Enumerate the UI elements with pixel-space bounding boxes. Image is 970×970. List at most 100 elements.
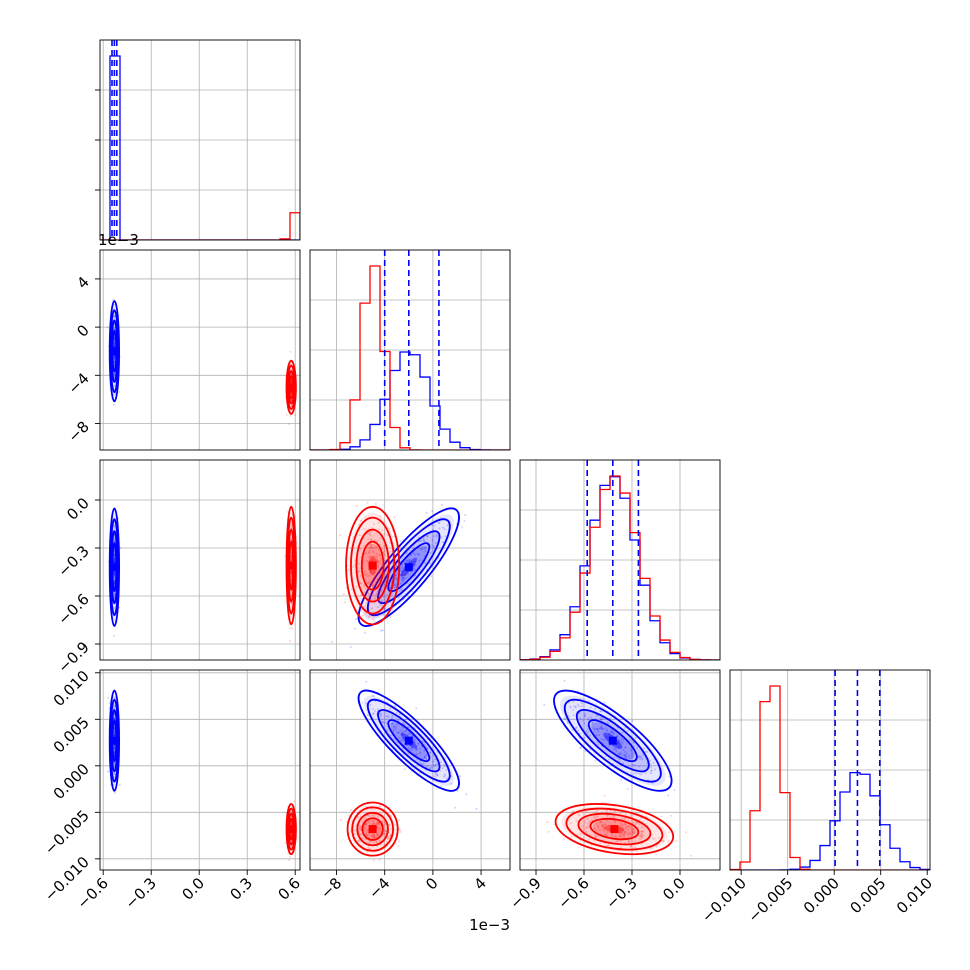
contour-line — [345, 505, 401, 626]
scatter-point — [434, 763, 437, 766]
scatter-point — [577, 813, 580, 816]
scatter-point — [369, 840, 372, 843]
scatter-point — [625, 755, 628, 758]
scatter-point — [377, 564, 380, 567]
scatter-point — [397, 731, 400, 734]
scatter-point — [364, 823, 367, 826]
scatter-point — [389, 814, 392, 817]
scatter-point — [604, 847, 607, 850]
scatter-point — [372, 577, 375, 580]
scatter-point — [441, 541, 444, 544]
scatter-point — [639, 755, 642, 758]
scatter-point — [592, 816, 595, 819]
scatter-point — [406, 571, 409, 574]
scatter-point — [608, 732, 611, 735]
scatter-point — [408, 748, 411, 751]
scatter-point — [612, 756, 615, 759]
scatter-point — [597, 743, 600, 746]
scatter-point — [422, 740, 425, 743]
scatter-point — [378, 828, 381, 831]
scatter-point — [578, 814, 581, 817]
scatter-point — [603, 801, 606, 804]
scatter-point — [290, 391, 293, 394]
x-tick-label: −0.010 — [698, 874, 750, 926]
scatter-point — [373, 620, 376, 623]
scatter-point — [377, 521, 380, 524]
contour-line — [387, 719, 431, 763]
scatter-point — [113, 579, 116, 582]
scatter-point — [436, 774, 439, 777]
scatter-point — [289, 522, 292, 525]
scatter-point — [353, 627, 356, 630]
scatter-point — [603, 701, 606, 704]
scatter-point — [372, 551, 375, 554]
scatter-point — [290, 572, 293, 575]
scatter-point — [603, 738, 606, 741]
contour-line — [577, 812, 652, 846]
scatter-point — [430, 766, 433, 769]
scatter-point — [382, 720, 385, 723]
scatter-point — [112, 403, 115, 406]
scatter-point — [113, 735, 116, 738]
scatter-point — [631, 827, 634, 830]
scatter-point — [401, 570, 404, 572]
scatter-point — [289, 414, 292, 417]
scatter-point — [373, 836, 376, 838]
scatter-point — [546, 821, 549, 824]
scatter-point — [622, 826, 625, 829]
scatter-point — [417, 553, 419, 556]
scatter-point — [635, 772, 638, 775]
scatter-point — [617, 753, 620, 755]
scatter-point — [407, 726, 410, 729]
scatter-point — [613, 816, 616, 819]
scatter-point — [435, 534, 438, 537]
scatter-point — [377, 606, 379, 609]
scatter-point — [350, 588, 353, 591]
scatter-point — [113, 341, 116, 344]
contour-line — [350, 516, 396, 615]
scatter-point — [107, 770, 109, 773]
scatter-point — [624, 754, 627, 757]
scatter-point — [289, 640, 292, 642]
scatter-point — [371, 580, 374, 583]
scatter-point — [569, 705, 572, 708]
scatter-point — [595, 822, 598, 825]
scatter-point — [443, 773, 446, 776]
scatter-point — [400, 729, 403, 732]
scatter-point — [375, 558, 378, 561]
scatter-point — [625, 757, 628, 760]
x-tick-label: −0.3 — [122, 874, 160, 912]
scatter-point — [410, 728, 413, 731]
panel-background — [100, 250, 300, 450]
scatter-point — [370, 834, 373, 837]
scatter-point — [587, 700, 590, 703]
scatter-point — [586, 818, 589, 820]
scatter-point — [113, 776, 116, 779]
y-tick-label: 0.0 — [63, 494, 93, 524]
scatter-point — [638, 823, 641, 826]
scatter-point — [379, 827, 382, 829]
scatter-point — [289, 350, 292, 353]
scatter-point — [607, 733, 610, 736]
scatter-point — [407, 560, 410, 563]
scatter-point — [376, 841, 379, 844]
scatter-point — [430, 575, 433, 578]
scatter-point — [400, 589, 403, 592]
scatter-point — [600, 710, 603, 713]
scatter-point — [585, 730, 587, 733]
scatter-point — [634, 736, 637, 739]
scatter-point — [426, 545, 429, 547]
scatter-point — [618, 753, 621, 756]
scatter-point — [603, 794, 606, 797]
scatter-point — [639, 837, 642, 840]
scatter-point — [369, 704, 372, 707]
scatter-point — [631, 719, 634, 722]
scatter-point — [358, 534, 361, 537]
scatter-point — [379, 563, 382, 566]
scatter-point — [290, 554, 293, 557]
scatter-point — [394, 705, 397, 708]
scatter-point — [649, 763, 652, 766]
scatter-point — [417, 742, 420, 745]
scatter-point — [389, 541, 392, 544]
scatter-point — [597, 825, 600, 828]
